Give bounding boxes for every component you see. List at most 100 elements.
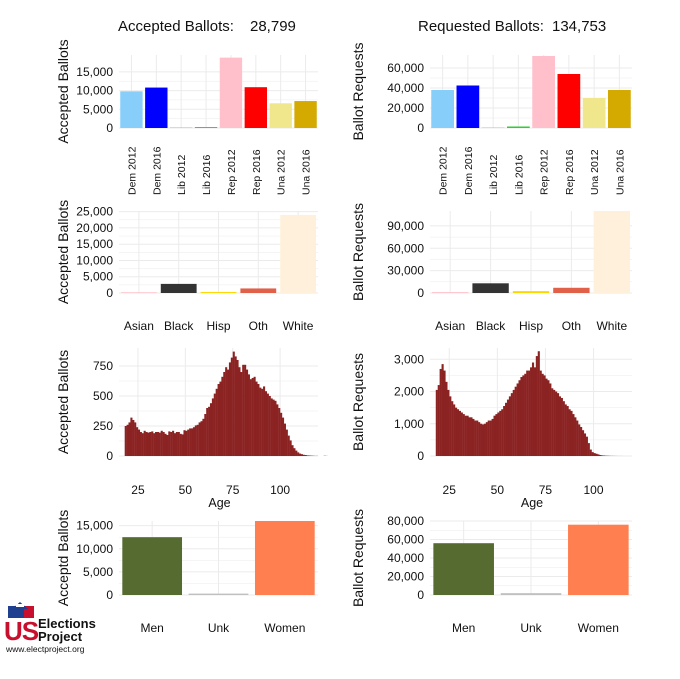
party-accepted-ytick-label-1: 5,000 (83, 102, 113, 116)
age-requested-bin-34 (501, 409, 504, 456)
age-accepted-bin-46 (211, 398, 214, 456)
gender-accepted-xtick-label-2: Women (264, 621, 305, 635)
gender-accepted-xtick-label-1: Unk (208, 621, 230, 635)
party-requested-ytick-label-3: 60,000 (387, 61, 424, 75)
race-accepted-xtick-label-1: Black (164, 319, 194, 333)
age-requested-xtick-label-0: 25 (443, 483, 457, 497)
age-accepted-bin-47 (213, 393, 216, 456)
age-accepted-bin-83 (281, 417, 285, 456)
party-accepted-xtick-label-5: Rep 2016 (251, 149, 263, 195)
age-accepted-bin-2 (128, 422, 131, 456)
age-requested-bin-79 (587, 443, 590, 456)
elections-project-logo: US Elections Project www.electproject.or… (4, 600, 114, 660)
age-accepted-bin-90 (295, 450, 298, 456)
age-requested-bin-47 (526, 370, 529, 456)
age-requested-bin-45 (522, 375, 525, 456)
age-accepted-bin-7 (137, 429, 141, 456)
party-requested-bar-0 (431, 90, 454, 128)
gender-requested-ytick-label-2: 40,000 (387, 551, 424, 565)
race-accepted-bar-0 (120, 292, 157, 293)
age-requested-bin-8 (451, 401, 454, 456)
age-accepted-bin-35 (191, 428, 194, 456)
age-requested-bin-30 (493, 415, 496, 456)
race-accepted-yaxis-title: Accepted Ballots (55, 200, 71, 304)
age-requested-bin-78 (585, 436, 588, 456)
age-accepted-bin-49 (217, 384, 220, 456)
gender-accepted-ytick-label-2: 10,000 (76, 542, 113, 556)
race-accepted-xtick-label-2: Hisp (206, 319, 230, 333)
race-requested-yaxis-title: Ballot Requests (350, 203, 366, 301)
age-accepted-bin-57 (232, 351, 235, 456)
race-accepted-ytick-label-2: 10,000 (76, 253, 113, 267)
age-accepted-bin-17 (156, 432, 159, 456)
age-accepted-bin-65 (247, 374, 250, 456)
age-requested-bin-11 (456, 409, 460, 456)
gender-accepted-bar-2 (254, 521, 315, 595)
race-requested-ytick-label-2: 60,000 (387, 241, 424, 255)
age-accepted-bin-59 (236, 360, 239, 456)
age-requested-bin-75 (580, 426, 583, 456)
age-requested-bin-36 (505, 402, 508, 456)
age-accepted-bin-24 (170, 432, 173, 456)
requested-title-value: 134,753 (552, 18, 607, 35)
age-requested-bin-5 (445, 381, 448, 456)
age-requested-bin-23 (480, 423, 483, 456)
party-requested-bar-1 (456, 85, 480, 128)
party-accepted-xtick-label-7: Una 2016 (301, 149, 313, 195)
gender-requested-xtick-label-1: Unk (520, 621, 542, 635)
age-requested-bin-1 (437, 385, 440, 456)
age-requested-bin-66 (562, 401, 565, 456)
age-requested-bin-40 (512, 389, 515, 456)
age-accepted-bin-16 (155, 432, 158, 456)
age-accepted-bin-30 (181, 434, 184, 456)
age-accepted-ytick-label-0: 0 (106, 449, 113, 463)
age-requested-bin-43 (518, 380, 521, 456)
age-accepted-bin-87 (289, 440, 292, 456)
age-requested-bin-9 (453, 404, 456, 456)
age-accepted-bin-15 (153, 433, 156, 456)
age-accepted-bin-75 (266, 393, 269, 456)
age-requested-bin-25 (483, 423, 486, 456)
gender-accepted-ytick-label-1: 5,000 (83, 565, 113, 579)
age-accepted-xtick-label-1: 50 (179, 483, 193, 497)
party-accepted-ytick-label-0: 0 (106, 121, 113, 135)
party-requested-xtick-label-6: Una 2012 (589, 149, 601, 195)
age-accepted-bin-54 (227, 369, 230, 456)
age-accepted-bin-81 (278, 408, 281, 456)
requested-title-label: Requested Ballots: (418, 18, 544, 35)
age-requested-bin-39 (510, 393, 513, 456)
age-requested-bin-29 (491, 418, 494, 456)
age-requested-bin-76 (581, 430, 585, 456)
age-requested-bin-64 (558, 396, 562, 456)
gender-requested-ytick-label-3: 60,000 (387, 533, 424, 547)
party-accepted-bar-5 (244, 87, 268, 128)
age-accepted-bin-5 (134, 422, 137, 456)
age-requested-bin-16 (466, 415, 469, 456)
age-accepted-bin-8 (139, 432, 142, 456)
age-requested-bin-69 (568, 409, 571, 456)
age-accepted-bin-73 (263, 386, 266, 456)
age-accepted-bin-4 (132, 420, 135, 456)
age-accepted-bin-92 (299, 453, 302, 456)
age-accepted-bin-31 (183, 430, 186, 456)
age-requested-bin-15 (464, 415, 467, 456)
age-requested-xtick-label-2: 75 (539, 483, 553, 497)
age-accepted-bin-28 (177, 432, 180, 456)
age-accepted-xtick-label-0: 25 (131, 483, 145, 497)
age-requested-ytick-label-1: 1,000 (394, 417, 424, 431)
age-requested-bin-3 (441, 364, 444, 456)
race-requested-bar-2 (512, 291, 550, 293)
age-requested-bin-84 (597, 454, 600, 456)
age-accepted-bin-27 (175, 432, 178, 456)
age-accepted-bin-0 (124, 426, 127, 456)
logo-url: www.electproject.org (6, 644, 85, 654)
age-requested-bin-10 (455, 407, 458, 456)
gender-accepted-ytick-label-3: 15,000 (76, 519, 113, 533)
race-accepted-bar-3 (240, 288, 277, 293)
party-requested-ytick-label-0: 0 (417, 121, 424, 135)
party-accepted-xtick-label-1: Dem 2016 (151, 146, 163, 195)
party-requested-bar-5 (557, 74, 581, 128)
age-accepted-bin-63 (244, 364, 247, 456)
age-accepted-bin-22 (166, 435, 169, 456)
race-accepted-bar-4 (280, 214, 317, 293)
